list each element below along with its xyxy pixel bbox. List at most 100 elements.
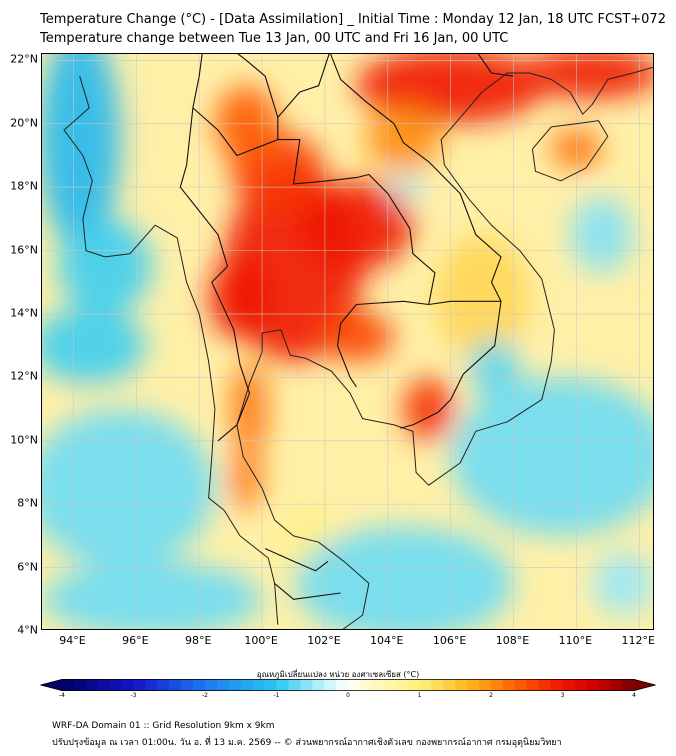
longitude-tick-label: 106°E [432, 634, 467, 647]
country-border [274, 582, 341, 600]
country-border [264, 548, 329, 572]
cooling-area [450, 377, 653, 536]
cooling-area [570, 196, 633, 273]
colorbar-segment [121, 679, 134, 691]
colorbar [40, 679, 656, 691]
colorbar-segment [598, 679, 611, 691]
colorbar-segment [312, 679, 325, 691]
cooling-area [42, 561, 263, 629]
warming-area [208, 256, 272, 340]
colorbar-segment [73, 679, 87, 691]
warming-area [522, 54, 653, 99]
colorbar-segment [407, 679, 420, 691]
colorbar-segment [550, 679, 563, 691]
colorbar-tick-label: 0 [346, 692, 350, 699]
colorbar-segment [324, 679, 337, 691]
colorbar-segment [181, 679, 194, 691]
colorbar-segment [574, 679, 587, 691]
colorbar-tick-label: 4 [632, 692, 636, 699]
warming-area [230, 447, 263, 511]
cooling-area [469, 339, 520, 397]
colorbar-segment [145, 679, 158, 691]
longitude-tick-label: 110°E [558, 634, 593, 647]
country-border [179, 107, 251, 442]
colorbar-tick-label: -2 [202, 692, 208, 699]
cooling-area [57, 218, 153, 314]
country-border [428, 300, 501, 306]
colorbar-segment [443, 679, 456, 691]
latitude-tick-label: 22°N [10, 52, 38, 66]
cooling-area [592, 551, 653, 616]
colorbar-tick-label: -4 [59, 692, 65, 699]
warming-area [318, 310, 395, 362]
country-border [192, 54, 279, 157]
latitude-tick-label: 8°N [17, 496, 38, 510]
colorbar-segment [228, 679, 242, 691]
colorbar-tick-label: 1 [417, 692, 422, 699]
colorbar-segment [455, 679, 468, 691]
warming-area [299, 180, 413, 270]
longitude-tick-label: 100°E [244, 634, 278, 647]
longitude-tick-label: 112°E [621, 634, 656, 647]
colorbar-segment [526, 679, 540, 691]
colorbar-segment [491, 679, 504, 691]
coastline [236, 66, 653, 629]
colorbar-segment [479, 679, 492, 691]
country-border [277, 139, 436, 305]
longitude-tick-label: 94°E [59, 634, 86, 647]
colorbar-segment [240, 679, 254, 691]
colorbar-segment [133, 679, 146, 691]
colorbar-segment [300, 679, 313, 691]
map-panel[interactable] [41, 53, 654, 630]
chart-title: Temperature Change (°C) - [Data Assimila… [40, 12, 666, 27]
colorbar-segment [538, 679, 552, 691]
colorbar-segment [431, 679, 444, 691]
latitude-tick-label: 4°N [17, 623, 38, 637]
colorbar-segment [371, 679, 385, 691]
longitude-tick-label: 108°E [495, 634, 530, 647]
latitude-tick-label: 14°N [10, 306, 38, 320]
colorbar-segment [252, 679, 266, 691]
colorbar-segment [562, 679, 575, 691]
latitude-tick-label: 12°N [10, 369, 38, 383]
colorbar-min-arrow [40, 679, 62, 691]
colorbar-segment [502, 679, 516, 691]
colorbar-segment [97, 679, 111, 691]
warming-area [434, 234, 530, 362]
coastline [63, 76, 279, 625]
colorbar-tick-label: -1 [273, 692, 280, 699]
cooling-area [293, 526, 514, 629]
colorbar-segment [622, 679, 635, 691]
colorbar-segment [109, 679, 123, 691]
colorbar-title: อุณหภูมิเปลี่ยนแปลง หน่วย องศาเซลเซียส (… [256, 670, 420, 679]
warming-area [230, 361, 269, 457]
colorbar-max-arrow [634, 679, 656, 691]
colorbar-segment [157, 679, 170, 691]
colorbar-segment [419, 679, 432, 691]
warming-area [365, 107, 442, 172]
colorbar-segment [336, 679, 349, 691]
country-border [336, 300, 429, 388]
longitude-tick-label: 96°E [122, 634, 149, 647]
colorbar-segment [62, 679, 75, 691]
colorbar-segment [467, 679, 480, 691]
latitude-tick-label: 20°N [10, 116, 38, 130]
cooling-area [42, 409, 215, 568]
colorbar-segment [205, 679, 218, 691]
latitude-tick-label: 10°N [10, 433, 38, 447]
colorbar-segment [193, 679, 206, 691]
country-border [237, 54, 514, 118]
latitude-tick-label: 16°N [10, 243, 38, 257]
colorbar-segment [348, 679, 361, 691]
colorbar-outline [40, 679, 656, 691]
warming-area [403, 377, 454, 441]
update-credit: ปรับปรุงข้อมูล ณ เวลา 01:00น. วัน อ. ที่… [52, 738, 562, 748]
colorbar-tick-label: 3 [560, 692, 565, 699]
longitude-tick-label: 102°E [307, 634, 341, 647]
colorbar-segment [395, 679, 409, 691]
cooling-area [42, 54, 121, 251]
colorbar-segment [586, 679, 599, 691]
chart-subtitle: Temperature change between Tue 13 Jan, 0… [40, 31, 509, 46]
colorbar-segment [288, 679, 301, 691]
colorbar-segment [216, 679, 230, 691]
